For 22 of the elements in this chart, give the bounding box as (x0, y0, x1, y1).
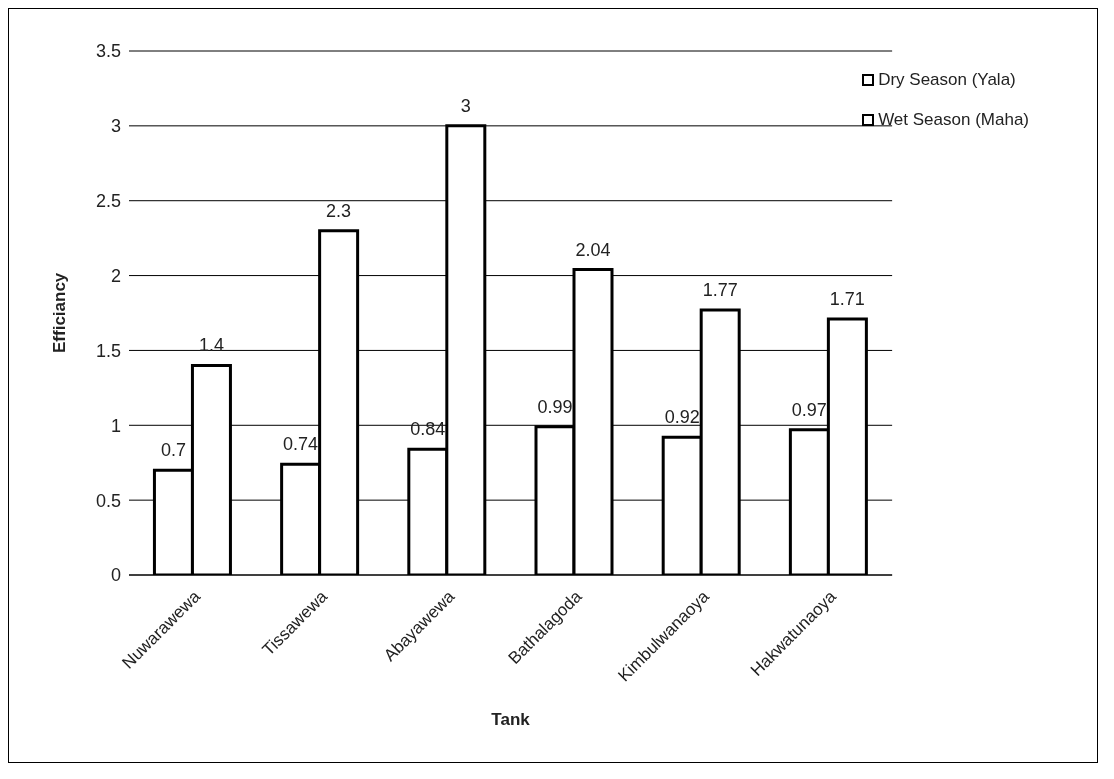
data-label: 1.77 (702, 280, 738, 301)
y-tick-label: 0.5 (95, 490, 121, 511)
data-label: 3 (460, 95, 471, 116)
y-tick-label: 3 (110, 116, 121, 137)
x-axis-title: Tank (491, 710, 531, 729)
y-tick-label: 0 (110, 565, 121, 586)
legend-label: Dry Season (Yala) (878, 70, 1016, 90)
y-tick-label: 1 (110, 415, 121, 436)
data-label: 0.99 (537, 396, 573, 417)
data-label: 0.7 (160, 440, 186, 461)
y-tick-label: 2 (110, 265, 121, 286)
y-tick-label: 1.5 (95, 340, 121, 361)
data-label: 0.97 (791, 399, 827, 420)
legend-label: Wet Season (Maha) (878, 110, 1029, 130)
data-label: 2.04 (575, 239, 611, 260)
y-axis-title: Efficiancy (50, 272, 70, 353)
y-tick-label: 2.5 (95, 191, 121, 212)
data-label: 1.71 (829, 288, 865, 309)
data-label: 2.3 (326, 200, 352, 221)
data-label: 0.74 (283, 434, 319, 455)
data-label: 0.92 (664, 407, 700, 428)
y-tick-label: 3.5 (95, 41, 121, 62)
